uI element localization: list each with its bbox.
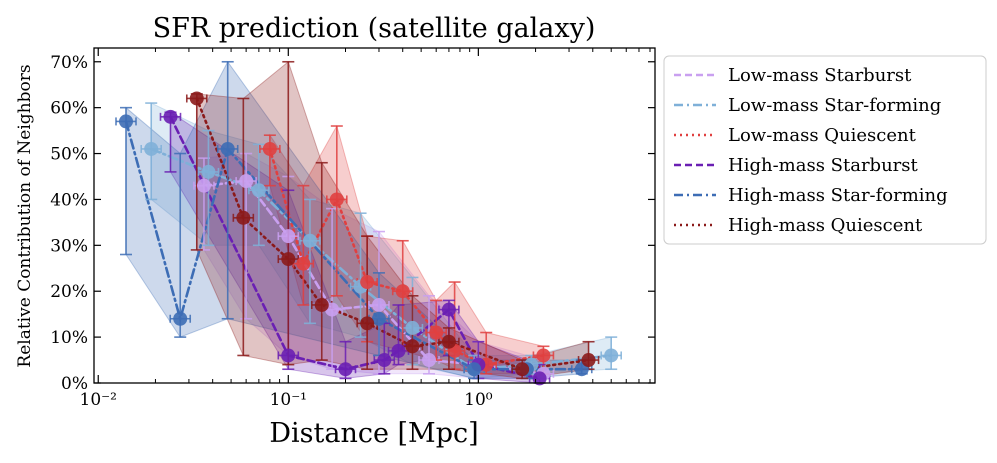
legend-frame	[663, 55, 987, 245]
high-mass-quiescent-point	[581, 353, 596, 368]
y-tick-label: 0%	[61, 374, 88, 394]
low-mass-quiescent-point	[360, 275, 375, 290]
low-mass-starburst-point	[239, 174, 254, 189]
high-mass-quiescent-point	[281, 252, 296, 267]
low-mass-quiescent-point	[429, 325, 444, 340]
high-mass-quiescent-point	[314, 297, 329, 312]
legend-item-high-mass-star-forming: High-mass Star-forming	[674, 185, 948, 206]
low-mass-star-forming-point	[144, 141, 159, 156]
low-mass-quiescent-point	[296, 256, 311, 271]
low-mass-starburst-point	[281, 229, 296, 244]
high-mass-starburst-point	[532, 371, 547, 386]
low-mass-quiescent-point	[395, 284, 410, 299]
legend-label: High-mass Starburst	[728, 155, 919, 176]
confidence-bands	[125, 60, 612, 384]
low-mass-star-forming-point	[604, 348, 619, 363]
high-mass-quiescent-point	[441, 334, 456, 349]
high-mass-quiescent-point	[236, 210, 251, 225]
y-tick-label: 30%	[50, 236, 88, 256]
low-mass-star-forming-point	[405, 320, 420, 335]
chart-title: SFR prediction (satellite galaxy)	[153, 13, 596, 44]
legend-item-low-mass-star-forming: Low-mass Star-forming	[674, 95, 941, 116]
low-mass-quiescent-point	[536, 348, 551, 363]
high-mass-star-forming-point	[220, 141, 235, 156]
y-tick-label: 50%	[50, 145, 88, 165]
low-mass-star-forming-point	[251, 183, 266, 198]
legend-label: High-mass Star-forming	[728, 185, 948, 206]
high-mass-starburst-point	[163, 109, 178, 124]
x-tick-label: 10⁻²	[80, 390, 117, 410]
high-mass-quiescent-point	[189, 91, 204, 106]
x-tick-label: 10⁻¹	[270, 390, 307, 410]
high-mass-starburst-point	[441, 302, 456, 317]
legend-item-low-mass-starburst: Low-mass Starburst	[674, 65, 912, 86]
low-mass-quiescent-point	[262, 141, 277, 156]
axis-ticks	[94, 48, 655, 384]
high-mass-starburst-point	[338, 362, 353, 377]
legend-label: Low-mass Quiescent	[728, 125, 917, 146]
legend: Low-mass Starburst Low-mass Star-forming L…	[663, 55, 987, 245]
legend-item-high-mass-starburst: High-mass Starburst	[674, 155, 919, 176]
legend-item-high-mass-quiescent: High-mass Quiescent	[674, 215, 923, 236]
x-axis-label: Distance [Mpc]	[269, 418, 478, 449]
high-mass-star-forming-point	[467, 362, 482, 377]
high-mass-starburst-point	[391, 343, 406, 358]
high-mass-starburst-point	[377, 353, 392, 368]
high-mass-star-forming-point	[119, 114, 134, 129]
high-mass-quiescent-point	[515, 362, 530, 377]
y-axis-label: Relative Contribution of Neighbors	[15, 64, 35, 367]
legend-item-low-mass-quiescent: Low-mass Quiescent	[674, 125, 917, 146]
legend-label: Low-mass Starburst	[728, 65, 912, 86]
legend-label: Low-mass Star-forming	[728, 95, 941, 116]
low-mass-starburst-point	[371, 297, 386, 312]
axis-tick-labels: 0% 10% 20% 30% 40% 50% 60% 70% 10⁻² 10⁻¹ 10⁰	[50, 53, 493, 410]
high-mass-quiescent-point	[405, 339, 420, 354]
high-mass-quiescent-point	[360, 316, 375, 331]
plot-frame	[93, 47, 656, 384]
high-mass-star-forming-point	[371, 311, 386, 326]
series-markers	[119, 91, 619, 386]
x-tick-label: 10⁰	[464, 390, 493, 410]
y-tick-label: 20%	[50, 282, 88, 302]
low-mass-star-forming-point	[201, 164, 216, 179]
low-mass-starburst-point	[422, 353, 437, 368]
high-mass-star-forming-point	[173, 311, 188, 326]
y-tick-label: 10%	[50, 328, 88, 348]
high-mass-quiescent-band	[196, 60, 589, 379]
low-mass-quiescent-point	[329, 192, 344, 207]
low-mass-star-forming-point	[302, 233, 317, 248]
y-tick-label: 70%	[50, 53, 88, 73]
low-mass-starburst-point	[196, 178, 211, 193]
y-tick-label: 60%	[50, 99, 88, 119]
y-tick-label: 40%	[50, 190, 88, 210]
legend-label: High-mass Quiescent	[728, 215, 923, 236]
high-mass-starburst-point	[281, 348, 296, 363]
